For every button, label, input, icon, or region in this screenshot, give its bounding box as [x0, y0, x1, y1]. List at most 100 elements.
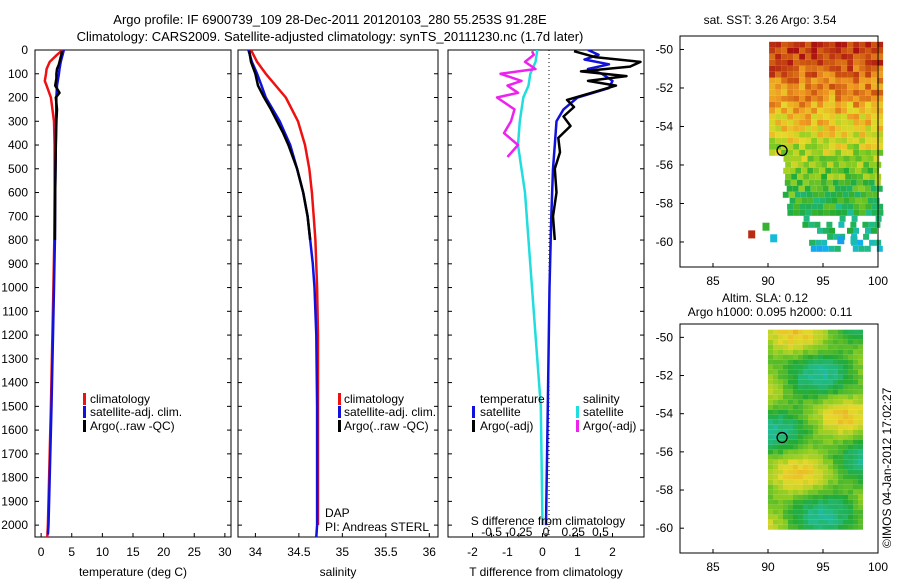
sst-cell — [845, 173, 852, 180]
sst-cell — [781, 113, 788, 120]
sst-cell — [871, 107, 878, 114]
sst-cell — [861, 155, 868, 162]
x-tick-label: 34.5 — [287, 545, 311, 559]
sst-cell — [769, 143, 776, 150]
sla-cell — [798, 334, 803, 340]
sst-cell — [781, 65, 788, 72]
legend-swatch-satellite — [83, 406, 86, 418]
difference-top-xlabel: S difference from climatology — [471, 514, 626, 528]
x-tick-label: 35.5 — [374, 545, 398, 559]
title-line-1: Argo profile: IF 6900739_109 28-Dec-2011… — [113, 12, 547, 27]
sla-cell — [828, 389, 833, 395]
sst-cell — [803, 173, 810, 180]
sla-cell — [808, 389, 813, 395]
sla-cell — [813, 364, 818, 370]
sla-cell — [818, 459, 823, 465]
sla-cell — [788, 479, 793, 485]
sst-cell — [823, 143, 830, 150]
sla-cell — [798, 434, 803, 440]
sla-cell — [798, 519, 803, 525]
sst-cell — [859, 107, 866, 114]
sst-cell — [786, 185, 793, 192]
sla-cell — [813, 404, 818, 410]
sla-cell — [858, 379, 863, 385]
sst-cell — [794, 191, 801, 198]
sla-cell — [808, 484, 813, 490]
x-tick-label: -2 — [467, 545, 478, 559]
sla-cell — [773, 339, 778, 345]
legend-swatch-argo — [83, 420, 86, 432]
sst-cell — [846, 185, 853, 192]
sst-cell — [817, 53, 824, 60]
sla-cell — [858, 404, 863, 410]
sst-cell — [853, 143, 860, 150]
sla-cell — [828, 369, 833, 375]
sla-cell — [803, 404, 808, 410]
sst-cell — [810, 245, 817, 252]
depth-tick-label: 1200 — [1, 328, 28, 342]
sst-cell — [853, 83, 860, 90]
sla-cell — [778, 504, 783, 510]
sla-cell — [858, 394, 863, 400]
sla-cell — [793, 504, 798, 510]
sla-cell — [848, 419, 853, 425]
legend-swatch-argo — [338, 420, 341, 432]
sst-cell — [790, 179, 797, 186]
sst-cell — [877, 107, 884, 114]
sla-cell — [818, 404, 823, 410]
sla-cell — [828, 464, 833, 470]
depth-tick-label: 1500 — [1, 399, 28, 413]
sla-cell — [788, 474, 793, 480]
sst-cell — [832, 179, 839, 186]
sla-cell — [783, 389, 788, 395]
sla-cell — [823, 444, 828, 450]
sla-cell — [833, 484, 838, 490]
sst-cell — [781, 125, 788, 132]
sst-cell — [859, 131, 866, 138]
sla-cell — [768, 389, 773, 395]
sla-cell — [768, 344, 773, 350]
sla-cell — [853, 424, 858, 430]
sla-cell — [813, 494, 818, 500]
sst-cell — [819, 167, 826, 174]
sla-cell — [818, 339, 823, 345]
sla-cell — [848, 484, 853, 490]
sla-cell — [798, 449, 803, 455]
sst-cell — [787, 149, 794, 156]
sla-cell — [823, 359, 828, 365]
sst-cell — [799, 101, 806, 108]
sla-cell — [768, 439, 773, 445]
sla-cell — [828, 339, 833, 345]
sst-cell — [787, 65, 794, 72]
sst-cell — [781, 143, 788, 150]
temperature-legend: climatology satellite-adj. clim. Argo(..… — [83, 392, 182, 433]
sst-cell — [793, 107, 800, 114]
sla-cell — [813, 414, 818, 420]
sla-cell — [798, 374, 803, 380]
sst-cell — [787, 209, 794, 216]
sla-map-title-1: Altim. SLA: 0.12 — [722, 291, 808, 305]
sla-cell — [773, 369, 778, 375]
sla-cell — [818, 509, 823, 515]
sla-cell — [768, 414, 773, 420]
sst-cell — [775, 95, 782, 102]
sla-cell — [838, 349, 843, 355]
sst-cell — [871, 137, 878, 144]
sla-cell — [823, 384, 828, 390]
sla-cell — [823, 459, 828, 465]
sst-cell — [781, 95, 788, 102]
sla-cell — [793, 389, 798, 395]
sla-cell — [843, 414, 848, 420]
sla-cell — [853, 389, 858, 395]
map-y-tick-label: -52 — [656, 81, 674, 95]
sst-cell — [769, 59, 776, 66]
sla-cell — [778, 329, 783, 335]
sst-cell — [805, 131, 812, 138]
sst-cell — [859, 41, 866, 48]
sla-cell — [798, 359, 803, 365]
sst-cell — [873, 167, 880, 174]
sla-cell — [773, 354, 778, 360]
sla-cell — [853, 349, 858, 355]
sst-cell — [782, 191, 789, 198]
legend-label: climatology — [344, 392, 404, 406]
